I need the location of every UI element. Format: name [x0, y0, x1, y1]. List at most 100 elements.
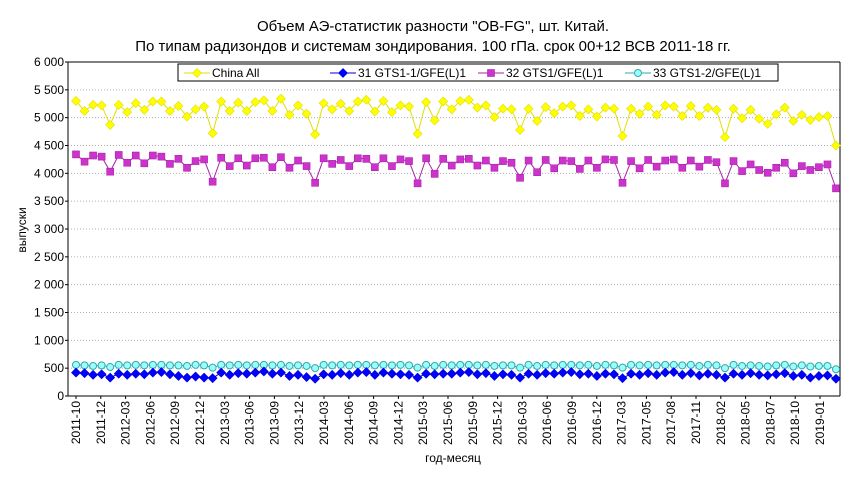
data-point	[96, 369, 107, 380]
data-point	[822, 111, 833, 121]
data-point	[319, 360, 328, 369]
data-point	[661, 360, 670, 369]
y-tick-label: 1 000	[34, 333, 64, 347]
data-point	[217, 153, 225, 162]
data-point	[762, 370, 773, 381]
data-point	[446, 368, 457, 379]
data-point	[524, 156, 533, 165]
data-point	[268, 361, 277, 370]
data-point	[395, 369, 406, 380]
data-point	[148, 360, 157, 369]
data-point	[532, 116, 543, 126]
data-point	[131, 360, 140, 369]
data-point	[301, 108, 312, 119]
data-point	[456, 360, 465, 369]
data-point	[79, 368, 90, 379]
data-point	[507, 158, 516, 167]
data-point	[473, 361, 482, 370]
data-point	[369, 106, 380, 117]
data-point	[584, 360, 593, 369]
data-point	[371, 163, 379, 172]
x-tick-label: 2011-12	[94, 401, 108, 444]
data-point	[558, 360, 567, 369]
chart-title-line-2: По типам радизондов и системам зондирова…	[135, 38, 731, 55]
data-point	[540, 368, 551, 379]
data-point	[156, 96, 167, 107]
data-point	[250, 367, 261, 378]
data-point	[80, 361, 89, 370]
data-point	[191, 157, 200, 165]
data-point	[772, 361, 781, 370]
data-point	[122, 369, 133, 380]
data-point	[617, 373, 628, 384]
data-point	[660, 100, 671, 111]
data-point	[558, 156, 567, 165]
data-point	[267, 106, 278, 116]
data-point	[498, 361, 507, 370]
data-point	[224, 369, 235, 380]
data-point	[447, 161, 456, 170]
data-point	[455, 367, 466, 378]
data-point	[251, 154, 260, 163]
data-point	[242, 161, 251, 170]
data-point	[294, 156, 302, 165]
data-point	[482, 156, 490, 165]
data-point	[796, 109, 807, 120]
data-point	[661, 156, 670, 165]
data-point	[182, 372, 192, 383]
y-tick-label: 3 000	[34, 222, 64, 236]
data-point	[831, 140, 841, 151]
data-point	[277, 153, 285, 161]
data-point	[481, 360, 490, 369]
data-point	[685, 368, 696, 379]
data-point	[379, 154, 388, 163]
data-point	[634, 369, 645, 380]
data-point	[310, 129, 321, 140]
data-point	[250, 97, 261, 108]
data-point	[738, 361, 747, 370]
data-point	[806, 166, 815, 174]
data-point	[583, 368, 594, 379]
data-point	[345, 162, 354, 170]
x-tick-label: 2015-06	[441, 401, 455, 445]
data-point	[258, 366, 269, 377]
y-axis-label: выпуски	[15, 207, 29, 252]
data-point	[465, 155, 473, 163]
data-point	[302, 361, 311, 370]
x-tick-label: 2013-06	[243, 401, 257, 445]
y-tick-label: 3 500	[34, 194, 64, 208]
legend-label: 31 GTS1-1/GFE(L)1	[358, 66, 466, 80]
data-point	[344, 369, 355, 380]
x-tick-label: 2014-12	[391, 401, 405, 445]
data-point	[130, 98, 141, 109]
data-point	[72, 150, 80, 159]
data-point	[190, 371, 201, 382]
data-point	[294, 361, 303, 370]
data-point	[601, 360, 610, 369]
data-point	[165, 361, 174, 370]
x-tick-labels: 2011-10 2011-12 2012-03 2012-06 2012-09 2012-…	[69, 401, 827, 445]
y-tick-label: 6 000	[34, 55, 64, 69]
data-point	[609, 103, 619, 114]
data-point	[200, 155, 208, 164]
data-point	[600, 102, 611, 113]
data-point	[302, 162, 311, 170]
x-tick-label: 2015-03	[416, 401, 430, 445]
data-point	[779, 102, 790, 113]
data-point	[234, 360, 243, 369]
data-point	[515, 372, 525, 383]
data-point	[429, 115, 440, 126]
data-point	[72, 360, 80, 369]
data-point	[789, 169, 798, 178]
data-point	[80, 157, 89, 166]
data-point	[566, 100, 577, 111]
legend-label: China All	[212, 66, 259, 80]
data-point	[617, 131, 628, 141]
legend: China All 31 GTS1-1/GFE(L)1 32 GTS1/GFE(L)…	[177, 63, 779, 82]
data-point	[318, 369, 329, 380]
data-point	[627, 360, 636, 369]
data-point	[668, 367, 679, 377]
data-point	[97, 361, 106, 370]
data-point	[822, 370, 833, 381]
